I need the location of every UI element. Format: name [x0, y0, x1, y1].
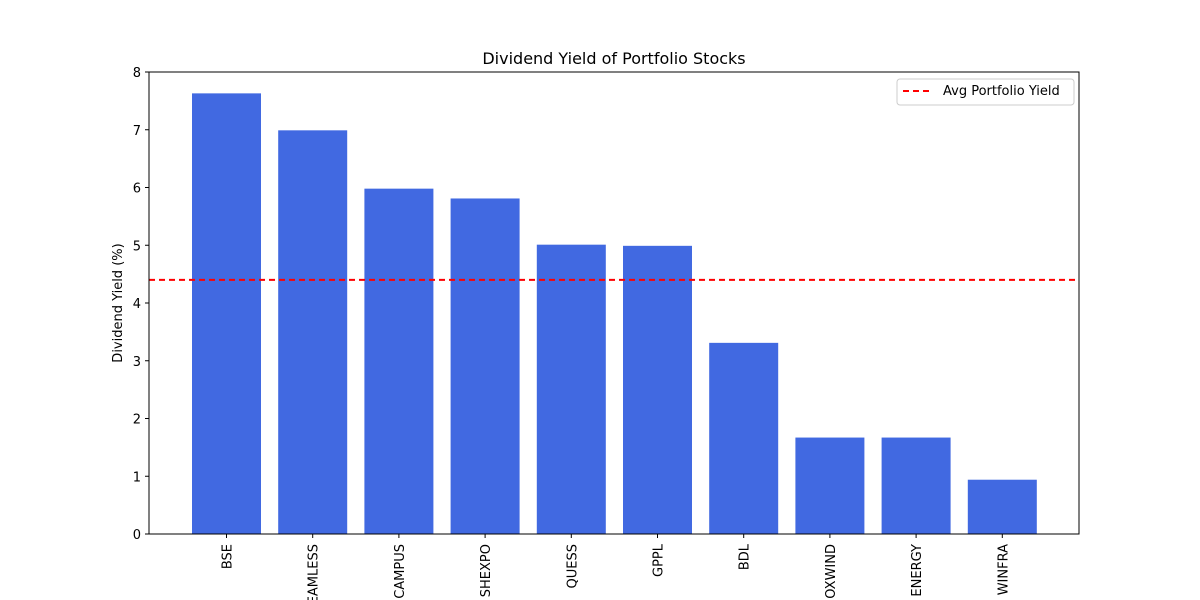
x-axis: BSE SEAMLESS CAMPUS SHEXPO QUESS GPPL BDL INOXW… [221, 534, 1011, 600]
bar [967, 479, 1037, 534]
y-axis: 0 1 2 3 4 5 6 7 8 [133, 66, 149, 543]
legend-label: Avg Portfolio Yield [943, 84, 1060, 99]
plot-frame [148, 71, 1080, 535]
legend-box [896, 78, 1075, 106]
x-tick-label: WINFRA [996, 544, 1011, 595]
x-tick-label: SHEXPO [479, 544, 494, 597]
bar [278, 130, 348, 534]
bars [192, 93, 1037, 535]
y-tick-label: 3 [133, 355, 141, 370]
y-tick-label: 8 [133, 66, 141, 81]
bar [450, 198, 520, 534]
chart-title: Dividend Yield of Portfolio Stocks [482, 49, 745, 68]
x-tick-label: BSE [221, 544, 236, 569]
bar [192, 93, 261, 535]
bar [536, 244, 606, 535]
bar [709, 342, 779, 534]
y-tick-label: 4 [133, 297, 141, 312]
x-tick-label: INOXWIND [824, 544, 839, 600]
y-tick-label: 6 [133, 182, 141, 197]
x-tick-label: GPPL [652, 543, 667, 577]
x-tick-label: QUESS [565, 544, 580, 588]
y-axis-label: Dividend Yield (%) [111, 243, 126, 362]
x-tick-label: BDL [738, 543, 753, 570]
legend: Avg Portfolio Yield [896, 78, 1075, 106]
bar [364, 188, 434, 534]
x-tick-label: ENERGY [910, 544, 925, 597]
x-tick-label: SEAMLESS [307, 544, 322, 600]
bar [623, 245, 692, 534]
y-tick-label: 0 [133, 528, 141, 543]
bar [795, 437, 865, 534]
x-tick-label: CAMPUS [393, 544, 408, 599]
bar [881, 437, 951, 534]
y-tick-label: 2 [133, 413, 141, 428]
y-tick-label: 5 [133, 239, 141, 254]
y-tick-label: 1 [133, 470, 141, 485]
y-tick-label: 7 [133, 124, 141, 139]
